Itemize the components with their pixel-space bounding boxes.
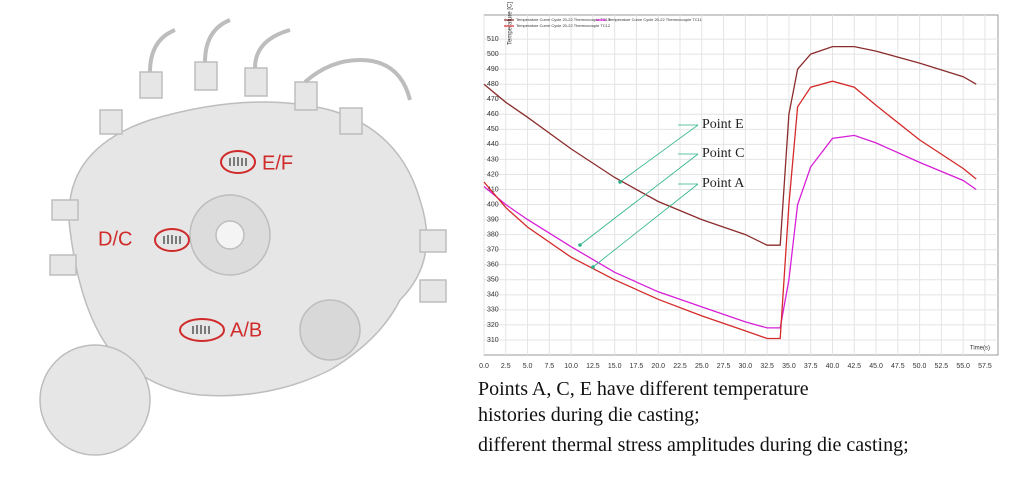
y-tick-label: 500 [487,51,499,58]
x-tick-label: 22.5 [673,363,687,370]
y-tick-label: 430 [487,156,499,163]
figure-label: E/F [262,152,293,174]
data-line [483,80,977,340]
y-tick-label: 470 [487,96,499,103]
y-tick-label: 460 [487,111,499,118]
y-tick-label: 310 [487,337,499,344]
annotation-dot [618,180,622,184]
chart: 310 320 330 340 350 360 370 380 390 400 410 420 430 4… [479,2,999,370]
y-tick-label: 320 [487,322,499,329]
caption-line: different thermal stress amplitudes duri… [478,434,909,456]
y-axis-label: Temperature [C] [508,2,514,45]
x-tick-label: 7.5 [544,363,554,370]
x-tick-label: 42.5 [847,363,861,370]
annotation-arrow [592,183,699,268]
x-tick-label: 15.0 [608,363,622,370]
x-tick-label: 5.0 [523,363,533,370]
y-tick-label: 480 [487,81,499,88]
y-tick-label: 330 [487,307,499,314]
x-tick-label: 20.0 [651,363,665,370]
y-tick-label: 490 [487,66,499,73]
x-tick-label: 25.0 [695,363,709,370]
x-tick-label: 52.5 [935,363,949,370]
x-tick-label: 40.0 [826,363,840,370]
x-tick-label: 57.5 [978,363,992,370]
data-line [483,134,977,329]
annotation-label: Point C [702,146,744,161]
x-tick-label: 32.5 [760,363,774,370]
y-tick-label: 380 [487,231,499,238]
y-tick-label: 370 [487,247,499,254]
x-tick-label: 0.0 [479,363,489,370]
x-tick-label: 45.0 [869,363,883,370]
x-tick-label: 35.0 [782,363,796,370]
y-tick-label: 440 [487,141,499,148]
y-tick-label: 340 [487,292,499,299]
x-tick-label: 47.5 [891,363,905,370]
caption-line: Points A, C, E have different temperatur… [478,378,809,400]
y-tick-label: 450 [487,126,499,133]
legend-label: Temperature Curve Cycle 20-22 Thermocoup… [516,17,611,22]
y-tick-label: 390 [487,216,499,223]
casting-figure: E/F D/C A/B [39,18,447,456]
x-tick-label: 30.0 [739,363,753,370]
annotation-label: Point A [702,176,745,191]
x-tick-label: 55.0 [956,363,970,370]
plot-area [483,14,999,356]
x-tick-label: 37.5 [804,363,818,370]
annotation-dot [591,265,595,269]
x-tick-label: 12.5 [586,363,600,370]
y-tick-label: 420 [487,171,499,178]
legend-label: Temperature Curve Cycle 20-22 Thermocoup… [516,23,611,28]
x-tick-label: 27.5 [717,363,731,370]
legend-label: Temperature Curve Cycle 20-22 Thermocoup… [608,17,703,22]
caption-line: histories during die casting; [478,404,700,426]
x-tick-label: 50.0 [913,363,927,370]
data-line [483,45,977,246]
annotation-arrow [619,124,699,183]
annotation-dot [578,243,582,247]
figure-label: A/B [230,319,262,341]
x-tick-label: 2.5 [501,363,511,370]
x-axis-label: Time(s) [970,346,990,352]
y-tick-label: 360 [487,262,499,269]
annotation-arrow [579,153,699,246]
annotation-label: Point E [702,117,744,132]
y-tick-label: 510 [487,36,499,43]
x-tick-label: 10.0 [564,363,578,370]
figure-label: D/C [98,228,132,250]
y-tick-label: 400 [487,201,499,208]
y-tick-label: 350 [487,277,499,284]
x-tick-label: 17.5 [630,363,644,370]
y-tick-label: 410 [487,186,499,193]
